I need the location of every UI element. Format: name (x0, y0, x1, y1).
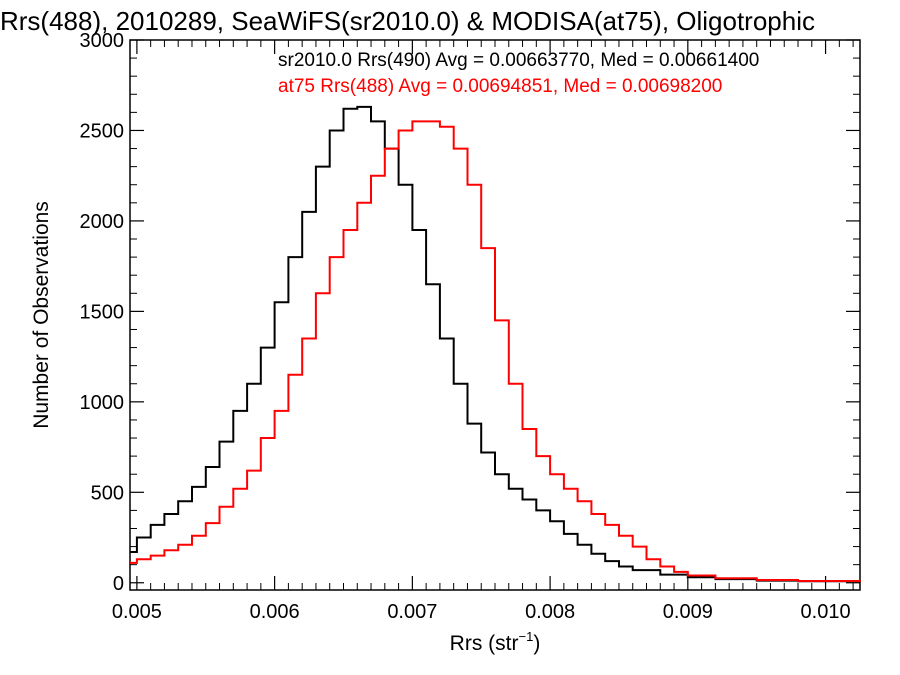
legend-entry-2: at75 Rrs(488) Avg = 0.00694851, Med = 0.… (278, 76, 722, 97)
x-tick-label: 0.007 (387, 601, 437, 623)
series-line-1 (130, 105, 861, 583)
chart-title: Rrs(488), 2010289, SeaWiFS(sr2010.0) & M… (0, 6, 815, 36)
y-tick-label: 2000 (80, 211, 125, 233)
x-tick-label: 0.006 (250, 601, 300, 623)
legend: sr2010.0 Rrs(490) Avg = 0.00663770, Med … (278, 50, 759, 97)
x-tick-label: 0.010 (801, 601, 851, 623)
y-tick-label: 500 (91, 482, 124, 504)
y-tick-label: 2500 (80, 120, 125, 142)
series-group (130, 105, 861, 583)
x-tick-label: 0.008 (525, 601, 575, 623)
x-tick-label: 0.005 (112, 601, 162, 623)
y-tick-label: 1500 (80, 301, 125, 323)
x-axis-label-main: Rrs (str (450, 632, 519, 655)
y-axis-label: Number of Observations (30, 201, 53, 429)
y-tick-label: 3000 (80, 30, 125, 52)
legend-entry-1: sr2010.0 Rrs(490) Avg = 0.00663770, Med … (278, 50, 759, 71)
y-tick-label: 1000 (80, 392, 125, 414)
x-axis-label: Rrs (str−1) (450, 629, 541, 655)
x-axis-label-suffix: ) (533, 632, 540, 655)
series-line-2 (130, 120, 861, 582)
axis-tick-labels: 0.005 0.006 0.007 0.008 0.009 0.010 0 500 1000 15… (80, 30, 851, 623)
x-axis-label-superscript: −1 (519, 629, 534, 644)
axis-ticks (130, 39, 860, 590)
y-tick-label: 0 (113, 573, 124, 595)
x-tick-label: 0.009 (663, 601, 713, 623)
